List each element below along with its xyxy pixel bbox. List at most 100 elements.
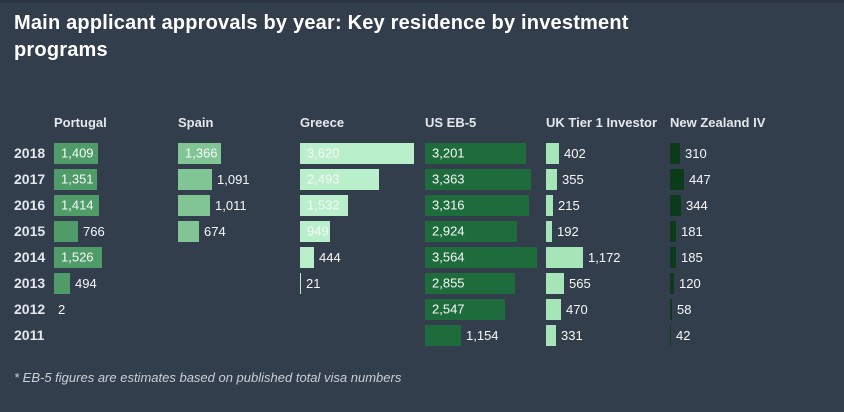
bar-cell: 1,526 bbox=[54, 246, 178, 268]
bar-cell: 2,855 bbox=[425, 272, 546, 294]
bar-value: 1,532 bbox=[307, 197, 340, 213]
bar bbox=[54, 142, 98, 164]
chart-row-2011: 2011 1,154 331 42 bbox=[14, 322, 830, 348]
chart-row-2015: 2015 766 674 949 2,924 192 181 bbox=[14, 218, 830, 244]
bar-value: 494 bbox=[75, 275, 97, 291]
bar-cell: 192 bbox=[546, 220, 670, 242]
bar-cell: 42 bbox=[670, 324, 830, 346]
bar-value: 2,493 bbox=[307, 171, 340, 187]
bar-value: 2,924 bbox=[432, 223, 465, 239]
bar-value: 2,855 bbox=[432, 275, 465, 291]
bar-cell: 1,366 bbox=[178, 142, 300, 164]
column-header-new-zealand-iv: New Zealand IV bbox=[670, 114, 766, 130]
bar bbox=[425, 142, 526, 164]
bar-value: 1,351 bbox=[61, 171, 94, 187]
bar bbox=[546, 272, 564, 294]
bar-value: 3,316 bbox=[432, 197, 465, 213]
bar bbox=[54, 220, 78, 242]
bar-cell: 3,363 bbox=[425, 168, 546, 190]
bar-value: 766 bbox=[83, 223, 105, 239]
bar-cell: 1,409 bbox=[54, 142, 178, 164]
chart-page: Main applicant approvals by year: Key re… bbox=[0, 3, 844, 385]
bar-cell: 2,547 bbox=[425, 298, 546, 320]
page-title: Main applicant approvals by year: Key re… bbox=[14, 12, 629, 61]
bar-cell: 185 bbox=[670, 246, 830, 268]
chart-row-2017: 2017 1,351 1,091 2,493 3,363 355 447 bbox=[14, 166, 830, 192]
bar-cell: 444 bbox=[300, 246, 425, 268]
year-label: 2017 bbox=[14, 171, 46, 187]
bar bbox=[546, 142, 559, 164]
bar-value: 1,366 bbox=[185, 145, 218, 161]
bar bbox=[425, 272, 515, 294]
bar-value: 21 bbox=[306, 275, 321, 291]
bar-cell bbox=[54, 325, 178, 346]
bar bbox=[670, 298, 672, 320]
bar-value: 1,526 bbox=[61, 249, 94, 265]
bar-value: 185 bbox=[681, 249, 703, 265]
bar-value: 1,172 bbox=[588, 249, 621, 265]
bar-cell: 344 bbox=[670, 194, 830, 216]
bar bbox=[54, 272, 70, 294]
bar-value: 192 bbox=[557, 223, 579, 239]
bar bbox=[546, 324, 556, 346]
year-label: 2018 bbox=[14, 145, 46, 161]
bar-cell: 3,564 bbox=[425, 246, 546, 268]
bar-value: 3,620 bbox=[307, 145, 340, 161]
year-label: 2011 bbox=[14, 327, 45, 343]
bar-value: 58 bbox=[677, 301, 692, 317]
bar bbox=[670, 246, 676, 268]
bar-value: 1,011 bbox=[215, 197, 247, 213]
bar-value: 3,201 bbox=[432, 145, 465, 161]
bar bbox=[670, 272, 674, 294]
bar-value: 447 bbox=[689, 171, 711, 187]
bar bbox=[425, 298, 505, 320]
bar-cell: 331 bbox=[546, 324, 670, 346]
year-label: 2016 bbox=[14, 197, 46, 213]
bar-cell: 565 bbox=[546, 272, 670, 294]
bar bbox=[670, 168, 684, 190]
bar-cell: 310 bbox=[670, 142, 830, 164]
bar bbox=[425, 194, 529, 216]
bar bbox=[546, 298, 561, 320]
bar-value: 355 bbox=[562, 171, 584, 187]
footnote: * EB-5 figures are estimates based on pu… bbox=[14, 370, 402, 385]
bar bbox=[54, 194, 99, 216]
bar-value: 674 bbox=[204, 223, 226, 239]
bar-value: 181 bbox=[681, 223, 703, 239]
bar-cell bbox=[178, 273, 300, 294]
bar-cell: 181 bbox=[670, 220, 830, 242]
column-header-uk-tier-1-investor: UK Tier 1 Investor bbox=[546, 114, 658, 130]
bar-value: 120 bbox=[679, 275, 701, 291]
bar bbox=[54, 246, 102, 268]
bar-cell bbox=[178, 247, 300, 268]
bar-cell: 3,620 bbox=[300, 142, 425, 164]
bar bbox=[178, 168, 212, 190]
bar-cell: 355 bbox=[546, 168, 670, 190]
bar-value: 470 bbox=[566, 301, 588, 317]
bar-cell: 1,172 bbox=[546, 246, 670, 268]
bar bbox=[670, 324, 671, 346]
year-label: 2012 bbox=[14, 301, 46, 317]
bar-cell: 470 bbox=[546, 298, 670, 320]
bar-cell: 2 bbox=[54, 299, 178, 320]
bar-value: 344 bbox=[686, 197, 708, 213]
bar bbox=[300, 272, 301, 294]
bar bbox=[300, 246, 314, 268]
bar-value: 331 bbox=[561, 327, 583, 343]
bar bbox=[425, 168, 531, 190]
column-header-spain: Spain bbox=[178, 114, 214, 130]
bar-cell bbox=[300, 325, 425, 346]
bar-value: 1,154 bbox=[466, 327, 499, 343]
bar-cell: 494 bbox=[54, 272, 178, 294]
bar bbox=[178, 142, 221, 164]
bar-cell: 21 bbox=[300, 272, 425, 294]
bar-cell bbox=[300, 299, 425, 320]
bar bbox=[546, 168, 557, 190]
bar-value: 1,409 bbox=[61, 145, 94, 161]
bar bbox=[425, 220, 517, 242]
bar-cell: 1,351 bbox=[54, 168, 178, 190]
bar-value: 310 bbox=[685, 145, 707, 161]
bar-cell: 58 bbox=[670, 298, 830, 320]
bar bbox=[178, 220, 199, 242]
bar-cell: 402 bbox=[546, 142, 670, 164]
